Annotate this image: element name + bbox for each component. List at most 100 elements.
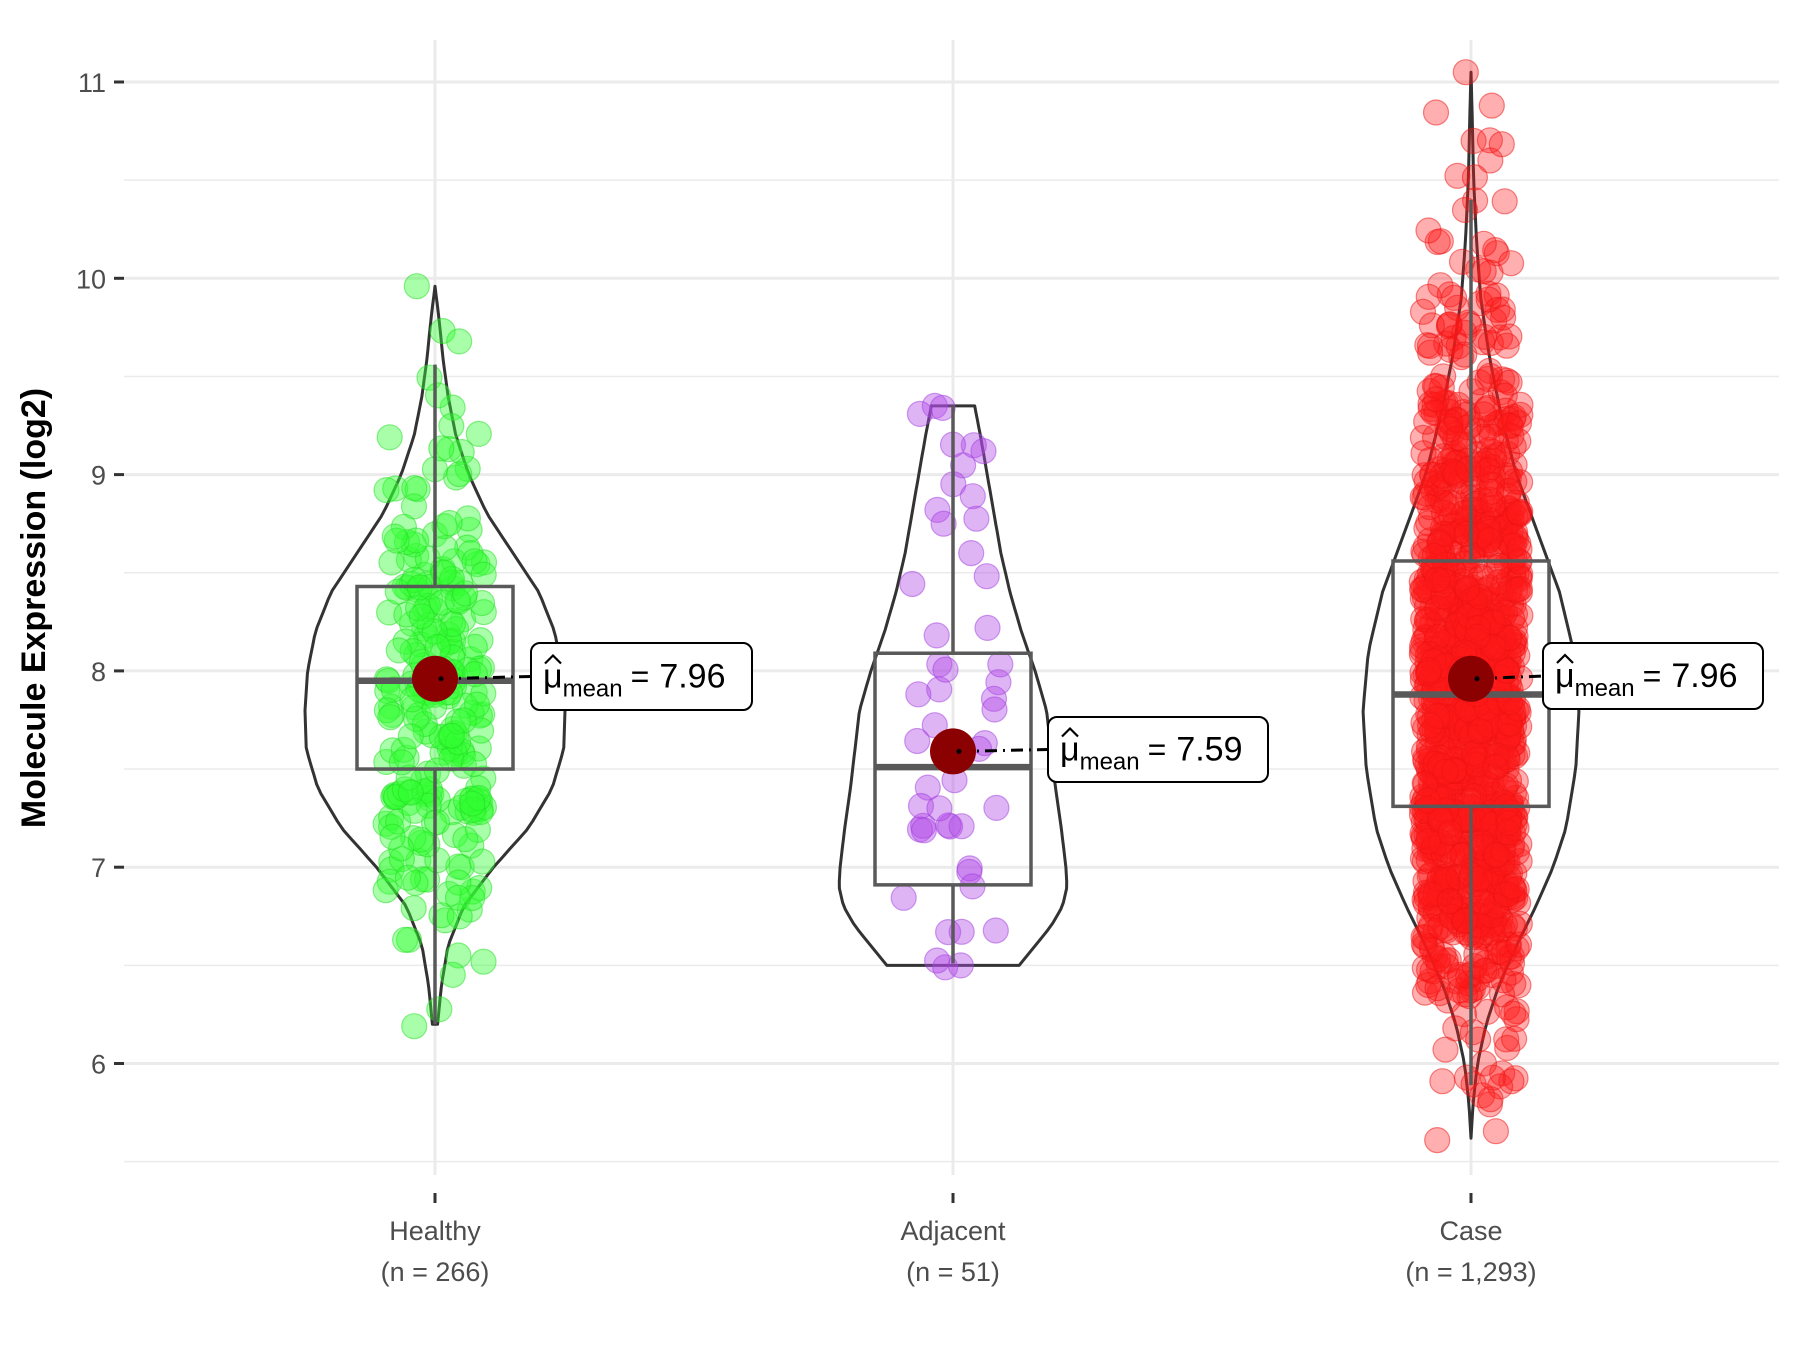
data-point: [378, 693, 405, 720]
data-point: [1460, 739, 1488, 767]
data-point: [463, 691, 491, 718]
mean-label-healthy: μmean = 7.96: [530, 642, 753, 711]
data-point: [403, 527, 430, 554]
data-point: [403, 705, 430, 732]
data-point: [445, 869, 472, 896]
data-point: [980, 685, 1008, 712]
data-point: [1414, 787, 1441, 814]
data-point: [1437, 819, 1464, 847]
violin-adjacent: [837, 404, 1069, 967]
data-point: [424, 633, 451, 661]
data-point: [1461, 187, 1489, 214]
x-tick-sublabel-healthy: (n = 266): [381, 1257, 490, 1287]
mu-symbol: μ: [1555, 657, 1575, 695]
data-point: [906, 400, 934, 427]
data-point: [1420, 399, 1447, 426]
data-point: [948, 813, 975, 840]
data-point: [1409, 298, 1437, 325]
data-point: [461, 633, 488, 661]
y-tick-label: 11: [78, 68, 106, 98]
data-point: [441, 821, 468, 849]
data-point: [1506, 469, 1534, 496]
data-point: [386, 780, 413, 807]
data-point: [459, 796, 486, 823]
data-point: [378, 549, 405, 576]
data-point: [385, 637, 412, 664]
data-point: [1430, 583, 1457, 610]
data-point: [1480, 491, 1507, 518]
data-point: [974, 614, 1001, 642]
data-point: [1424, 566, 1451, 593]
data-point: [1441, 757, 1468, 784]
data-point: [459, 790, 486, 817]
y-tick-label: 6: [91, 1050, 106, 1080]
data-point: [1461, 164, 1489, 191]
data-point: [1468, 888, 1496, 915]
data-point: [1424, 1126, 1451, 1154]
data-point: [1410, 931, 1438, 958]
data-point: [428, 435, 455, 462]
data-point: [379, 823, 406, 850]
data-point: [1426, 866, 1453, 893]
data-point: [1497, 710, 1524, 737]
mean-point: [412, 655, 458, 702]
mean-label-text: μmean = 7.59: [1060, 731, 1243, 776]
data-point: [1422, 99, 1450, 126]
data-point: [1478, 471, 1506, 498]
data-point: [932, 656, 959, 683]
data-point: [1474, 457, 1501, 484]
data-point: [1498, 423, 1525, 450]
data-point: [1490, 939, 1517, 967]
data-point: [1416, 712, 1444, 739]
data-point: [1497, 959, 1525, 986]
mu-symbol: μ: [543, 658, 563, 696]
mean-label-text: μmean = 7.96: [543, 658, 726, 703]
data-point: [400, 895, 427, 922]
data-point: [432, 907, 459, 934]
data-point: [376, 424, 403, 451]
data-point: [1436, 281, 1463, 308]
mean-point: [1448, 655, 1494, 702]
data-point: [1479, 919, 1506, 946]
data-point: [470, 598, 497, 626]
data-point: [1478, 92, 1505, 119]
data-point: [1430, 499, 1458, 526]
data-point: [1478, 423, 1505, 450]
violin-healthy: [303, 284, 567, 1026]
data-point: [959, 483, 986, 510]
data-point: [1506, 910, 1533, 937]
data-point: [1436, 311, 1463, 338]
data-point: [408, 603, 435, 630]
data-point: [1442, 1015, 1469, 1042]
data-point: [1411, 462, 1438, 489]
data-point: [1415, 217, 1442, 244]
data-point: [1455, 455, 1482, 482]
data-point: [1451, 196, 1479, 224]
data-point: [397, 779, 424, 806]
data-point: [1494, 819, 1522, 846]
data-point: [461, 548, 488, 575]
data-point: [1451, 341, 1478, 368]
data-point: [929, 394, 956, 421]
data-point: [923, 947, 951, 974]
mean-markers: [412, 655, 1544, 775]
mean-connector: [440, 675, 532, 681]
data-point: [1493, 743, 1520, 771]
x-tick-label-healthy: Healthy: [389, 1216, 481, 1246]
data-point: [373, 477, 400, 504]
data-point: [1488, 131, 1515, 158]
data-point: [424, 382, 452, 409]
data-point: [1493, 657, 1521, 684]
data-point: [381, 523, 408, 550]
data-point: [1424, 702, 1451, 730]
mean-subscript: mean: [1080, 749, 1140, 776]
mean-label-case: μmean = 7.96: [1542, 642, 1764, 710]
data-point: [1505, 499, 1532, 526]
data-point: [423, 808, 451, 836]
data-point: [470, 948, 497, 975]
data-point: [1459, 1019, 1486, 1046]
data-point: [1489, 296, 1516, 323]
mean-point: [930, 728, 976, 775]
data-point: [958, 539, 985, 567]
data-point: [431, 512, 458, 540]
